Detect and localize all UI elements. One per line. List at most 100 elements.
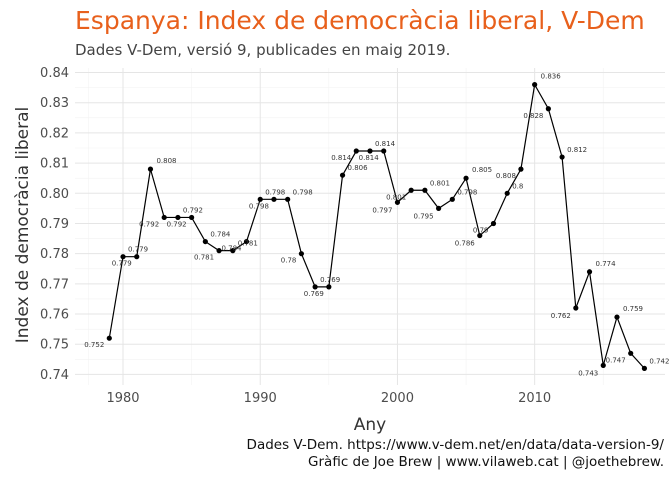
point-label: 0.805	[472, 166, 492, 174]
point-label: 0.801	[386, 193, 406, 201]
x-tick-label: 2000	[381, 391, 414, 406]
chart-title: Espanya: Index de democràcia liberal, V-…	[75, 6, 645, 35]
point-labels: 0.752 0.779 0.779 0.808 0.792 0.792 0.792 0.784…	[84, 73, 669, 378]
data-point	[573, 305, 579, 311]
point-label: 0.786	[455, 240, 476, 248]
point-label: 0.792	[139, 220, 159, 228]
data-point	[422, 187, 428, 193]
point-label: 0.759	[623, 305, 643, 313]
x-axis-title: Any	[354, 415, 386, 435]
point-label: 0.774	[596, 260, 617, 268]
point-label: 0.792	[167, 220, 187, 228]
data-point	[381, 148, 387, 154]
y-tick-label: 0.83	[40, 96, 69, 111]
data-point	[189, 214, 195, 221]
data-point	[436, 205, 442, 211]
y-tick-label: 0.77	[40, 277, 69, 292]
caption-line-author: Gràfic de Joe Brew | www.vilaweb.cat | @…	[308, 454, 664, 470]
data-point	[532, 82, 538, 88]
point-label: 0.769	[304, 290, 324, 298]
point-label: 0.781	[194, 254, 214, 262]
data-point	[353, 148, 359, 154]
x-tick-label: 1990	[244, 391, 277, 406]
y-tick-label: 0.82	[40, 126, 69, 141]
data-point	[490, 220, 497, 227]
point-label: 0.792	[183, 206, 203, 214]
point-label: 0.814	[359, 154, 380, 162]
data-point	[106, 335, 112, 341]
point-label: 0.828	[523, 112, 543, 120]
data-point	[134, 254, 140, 260]
point-label: 0.798	[249, 202, 269, 210]
point-label: 0.836	[541, 73, 562, 81]
data-point	[518, 166, 524, 172]
data-point	[339, 172, 346, 178]
point-label: 0.798	[457, 188, 477, 196]
data-point	[298, 251, 304, 257]
data-point	[586, 269, 593, 275]
data-point	[545, 106, 551, 112]
data-point	[504, 190, 510, 196]
y-tick-label: 0.81	[40, 157, 69, 172]
y-axis-title: Index de democràcia liberal	[13, 107, 33, 344]
data-point	[257, 196, 263, 202]
data-point	[394, 199, 401, 205]
data-point	[641, 365, 648, 371]
y-tick-label: 0.78	[40, 247, 69, 262]
data-point	[120, 254, 126, 260]
data-point	[312, 284, 318, 290]
data-point	[463, 175, 469, 181]
point-label: 0.795	[414, 212, 434, 220]
data-point	[216, 248, 222, 254]
point-label: 0.814	[375, 140, 396, 148]
point-label: 0.781	[238, 240, 258, 248]
data-point	[559, 154, 565, 160]
data-point	[614, 314, 620, 320]
data-point	[477, 232, 483, 239]
point-label: 0.797	[372, 206, 392, 214]
chart-subtitle: Dades V-Dem, versió 9, publicades en mai…	[75, 41, 451, 59]
data-points	[106, 82, 648, 371]
data-point	[175, 214, 181, 221]
data-point	[271, 196, 277, 202]
point-label: 0.78	[281, 257, 297, 265]
y-tick-label: 0.76	[40, 308, 69, 323]
point-label: 0.762	[551, 312, 571, 320]
point-label: 0.798	[265, 188, 285, 196]
point-label: 0.784	[210, 231, 231, 239]
point-label: 0.808	[496, 172, 516, 180]
data-point	[147, 166, 154, 172]
series-line-layer	[108, 82, 645, 369]
data-point	[600, 362, 606, 368]
tick-labels: 0.74 0.75 0.76 0.77 0.78 0.79 0.80 0.81 0.82 0.83…	[40, 66, 551, 406]
point-label: 0.747	[606, 356, 626, 364]
data-point	[628, 350, 634, 356]
grid-lines	[75, 68, 665, 385]
caption: Dades V-Dem. https://www.v-dem.net/en/da…	[247, 437, 664, 471]
point-label: 0.769	[320, 276, 340, 284]
x-tick-label: 2010	[518, 391, 551, 406]
y-tick-label: 0.74	[40, 368, 69, 383]
y-tick-label: 0.79	[40, 217, 69, 232]
point-label: 0.814	[331, 154, 352, 162]
point-label: 0.742	[649, 357, 669, 365]
y-tick-label: 0.84	[40, 66, 69, 81]
x-tick-label: 1980	[106, 391, 139, 406]
point-label: 0.806	[348, 164, 369, 172]
point-label: 0.79	[473, 226, 489, 234]
point-label: 0.801	[430, 179, 450, 187]
point-label: 0.808	[156, 157, 176, 165]
point-label: 0.779	[112, 260, 132, 268]
data-point	[285, 196, 291, 202]
data-point	[408, 187, 414, 193]
point-label: 0.784	[221, 245, 242, 253]
data-point	[449, 196, 455, 202]
data-point	[161, 214, 167, 221]
y-tick-label: 0.80	[40, 187, 69, 202]
data-point	[202, 238, 208, 245]
point-label: 0.812	[567, 146, 587, 154]
y-tick-label: 0.75	[40, 338, 69, 353]
data-point	[230, 248, 236, 254]
point-label: 0.798	[293, 188, 313, 196]
